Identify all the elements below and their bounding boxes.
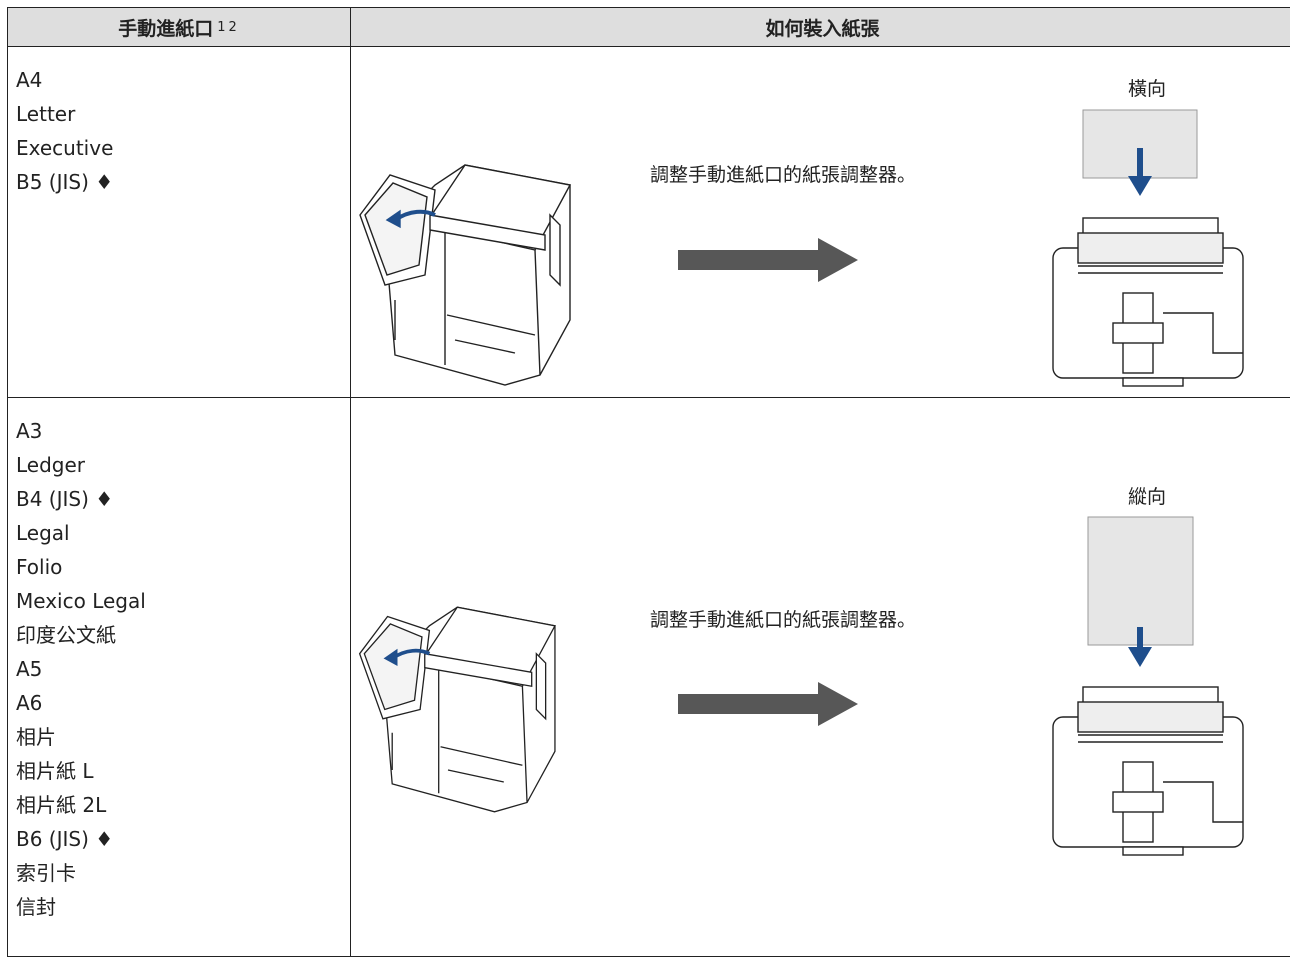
instruction: 調整手動進紙口的紙張調整器。: [650, 164, 917, 186]
header-cell: 如何裝入紙張: [350, 7, 1290, 47]
paper-size: A3: [16, 419, 43, 443]
paper-size: B4 (JIS) ♦: [16, 487, 114, 511]
paper-size: 印度公文紙: [16, 623, 116, 647]
orientation-label: 橫向: [1128, 78, 1167, 100]
orientation-label: 縱向: [1128, 486, 1167, 508]
header-title: 手動進紙口: [118, 17, 214, 40]
arrow: [678, 682, 858, 726]
paper-size: B5 (JIS) ♦: [16, 170, 114, 194]
paper-size: B6 (JIS) ♦: [16, 827, 114, 851]
size-list: A4 Letter Executive B5 (JIS) ♦: [16, 63, 113, 199]
paper-tray-illustration: [1052, 109, 1244, 387]
paper-size: 相片: [16, 725, 56, 749]
paper-size: Mexico Legal: [16, 589, 146, 613]
paper-size: 相片紙 2L: [16, 793, 107, 817]
footnote: 1: [217, 19, 226, 35]
arrow: [678, 238, 858, 282]
printer-illustration: [357, 605, 557, 814]
paper-size: A6: [16, 691, 43, 715]
paper-size: 信封: [16, 895, 56, 919]
paper-size: 相片紙 L: [16, 759, 94, 783]
paper-size: Letter: [16, 102, 76, 126]
paper-size: A5: [16, 657, 43, 681]
footnote: 2: [228, 19, 237, 35]
paper-size: A4: [16, 68, 43, 92]
paper-size: Ledger: [16, 453, 86, 477]
header-title: 如何裝入紙張: [765, 17, 880, 40]
paper-size: Folio: [16, 555, 63, 579]
printer-illustration: [358, 163, 572, 387]
paper-size: Executive: [16, 136, 114, 160]
paper-size: 索引卡: [16, 861, 76, 885]
paper-tray-illustration: [1052, 516, 1244, 856]
instruction: 調整手動進紙口的紙張調整器。: [650, 609, 917, 631]
paper-size: Legal: [16, 521, 70, 545]
size-list: A3 Ledger B4 (JIS) ♦ Legal Folio Mexico Legal…: [16, 414, 146, 924]
